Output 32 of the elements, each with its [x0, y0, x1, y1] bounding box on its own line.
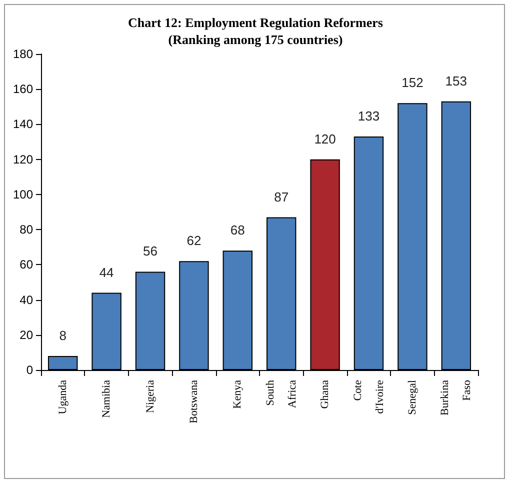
data-label: 153	[445, 73, 467, 88]
data-label: 87	[274, 189, 289, 204]
y-tick-label: 120	[12, 152, 34, 166]
data-label: 120	[314, 131, 336, 146]
x-tick-label: Senegal	[406, 380, 418, 415]
x-tick-label: Ghana	[319, 380, 332, 409]
data-label: 62	[186, 233, 202, 248]
y-tick-label: 80	[20, 222, 34, 237]
x-tick-label: Uganda	[56, 380, 69, 414]
x-tick-label: South Africa	[264, 380, 298, 408]
data-label: 133	[358, 108, 380, 124]
y-tick-label: 180	[12, 47, 34, 61]
data-label: 44	[99, 264, 114, 280]
data-label: 152	[402, 75, 424, 90]
x-tick-label: Botswana	[188, 380, 200, 424]
data-label: 8	[59, 328, 66, 343]
chart-title: Chart 12: Employment Regulation Reformers	[128, 15, 383, 30]
x-tick-label: Nigeria	[144, 380, 156, 413]
y-tick-label: 160	[12, 82, 34, 96]
y-tick-label: 100	[12, 187, 34, 202]
x-tick-label: Burkina Faso	[439, 380, 474, 416]
x-tick-label: Kenya	[232, 380, 244, 409]
x-tick-label: Namibia	[100, 380, 113, 418]
y-tick-label: 40	[20, 292, 34, 307]
data-label: 56	[143, 244, 158, 259]
y-tick-label: 60	[20, 258, 34, 272]
chart-subtitle: (Ranking among 175 countries)	[168, 32, 343, 47]
y-tick-label: 140	[12, 117, 34, 132]
y-tick-label: 0	[26, 363, 34, 377]
y-tick-label: 20	[20, 328, 34, 342]
x-tick-label: Cote d'Ivoire	[352, 380, 386, 414]
data-label: 68	[230, 222, 245, 238]
